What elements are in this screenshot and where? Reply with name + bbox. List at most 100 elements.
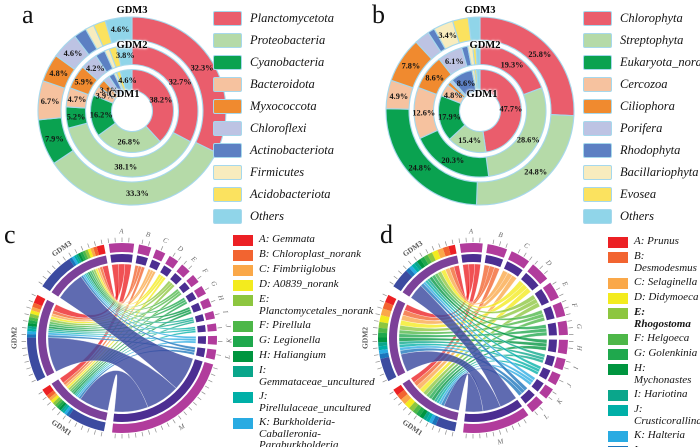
letter-arc-outer — [186, 274, 199, 288]
legend-item: Acidobacteriota — [213, 187, 334, 203]
tick-mark — [26, 306, 31, 309]
legend-label: Rhodophyta — [620, 143, 681, 158]
letter-arc-inner — [195, 347, 206, 358]
sector-composition-segment — [42, 259, 75, 292]
panel-c-letter: c — [4, 220, 16, 249]
donut-slice — [119, 68, 133, 93]
tick-mark — [210, 373, 216, 376]
slice-percentage: 20.3% — [441, 156, 464, 165]
sector-composition-segment — [52, 396, 62, 406]
chord-ribbon — [429, 276, 548, 344]
chord-diagram-d: A B C D E F G H I J KL M GDM1 GDM2 GDM3 — [361, 227, 585, 447]
legend-swatch — [583, 11, 612, 26]
tick-mark — [425, 249, 429, 254]
letter-label: A — [118, 227, 124, 235]
letter-arc-inner — [544, 354, 555, 367]
letter-label: J — [224, 324, 232, 329]
legend-label: Ciliophora — [620, 99, 675, 114]
legend-swatch — [233, 321, 253, 333]
letter-arc-inner — [185, 291, 197, 303]
legend-item: E: Planctomycetales_norank — [233, 293, 373, 317]
sector-composition-segment — [48, 392, 58, 401]
slice-percentage: 6.1% — [445, 57, 464, 66]
letter-arc-outer — [508, 251, 530, 269]
letter-arc-inner — [149, 259, 161, 271]
donut-slice — [475, 44, 481, 66]
legend-label: Bacillariophyta — [620, 165, 699, 180]
tick-mark — [499, 430, 502, 435]
letter-label: C — [522, 241, 530, 250]
donut-slice — [476, 68, 481, 92]
donut-slice — [115, 44, 133, 67]
tick-mark — [197, 396, 202, 401]
legend-swatch — [583, 209, 612, 225]
tick-mark — [38, 281, 43, 285]
legend-swatch — [233, 418, 253, 430]
chord-ribbon — [431, 274, 547, 330]
chord-ribbon — [97, 267, 152, 304]
tick-mark — [444, 430, 447, 435]
legend-swatch — [213, 55, 242, 71]
legend-label: Streptophyta — [620, 33, 684, 48]
tick-mark — [402, 406, 407, 411]
tick-mark — [107, 238, 109, 243]
chord-ribbon — [434, 272, 544, 321]
tick-mark — [51, 265, 56, 270]
letter-arc-outer — [542, 282, 559, 302]
letter-arc-outer — [108, 243, 135, 253]
sector-composition-segment — [62, 404, 70, 414]
letter-arc-inner — [543, 306, 555, 321]
letter-arc-outer — [207, 335, 218, 345]
legend-item: Streptophyta — [583, 33, 700, 49]
legend-swatch — [213, 99, 242, 115]
legend-swatch — [608, 278, 628, 290]
sector-arc-inner — [37, 299, 55, 377]
legend-item: Planctomycetota — [213, 11, 334, 27]
legend-label: A: Gemmata — [259, 233, 315, 245]
chord-ribbon — [444, 267, 509, 305]
gdm-sector-label: GDM2 — [361, 327, 370, 349]
legend-item: J: Crusticorallina — [608, 403, 700, 427]
tick-mark — [201, 391, 206, 395]
tick-mark — [141, 431, 144, 437]
tick-mark — [154, 428, 157, 433]
legend-swatch — [583, 121, 612, 137]
tick-mark — [559, 379, 564, 383]
ring-title-gdm1: GDM1 — [108, 89, 140, 100]
legend-label: Eukaryota_norank — [620, 55, 700, 70]
legend-item: Evosea — [583, 187, 700, 203]
sector-composition-segment — [397, 389, 408, 400]
tick-mark — [24, 360, 29, 363]
letter-label: M — [496, 437, 506, 447]
legend-swatch — [608, 252, 628, 263]
slice-percentage: 32.7% — [169, 78, 192, 87]
sector-composition-segment — [380, 356, 397, 382]
tick-mark — [373, 320, 379, 322]
sector-composition-segment — [378, 342, 388, 347]
tick-mark — [534, 411, 538, 416]
letter-arc-outer — [527, 264, 548, 285]
gdm-sector-label: GDM2 — [10, 327, 19, 349]
letter-arc-inner — [547, 339, 557, 353]
legend-swatch — [608, 237, 628, 248]
chord-ribbon — [85, 272, 194, 324]
letter-label: D — [175, 244, 184, 254]
tick-mark — [172, 252, 176, 257]
tick-mark — [511, 425, 515, 430]
donut-slice — [467, 16, 481, 42]
tick-mark — [375, 313, 380, 316]
tick-mark — [160, 425, 164, 430]
sector-composition-segment — [409, 265, 418, 275]
legend-swatch — [233, 366, 253, 378]
tick-mark — [141, 239, 144, 245]
sector-composition-segment — [82, 250, 89, 260]
sector-composition-segment — [27, 325, 37, 330]
legend-item: F: Helgoeca — [608, 333, 700, 346]
legend-item: Actinobacteriota — [213, 143, 334, 159]
sector-composition-segment — [42, 384, 54, 396]
legend-swatch — [213, 121, 242, 137]
legend-d: A: Prunus B: Desmodesmus C: Selaginella D: … — [608, 235, 700, 447]
sector-composition-segment — [385, 294, 397, 306]
sector-arc-inner — [51, 379, 108, 421]
